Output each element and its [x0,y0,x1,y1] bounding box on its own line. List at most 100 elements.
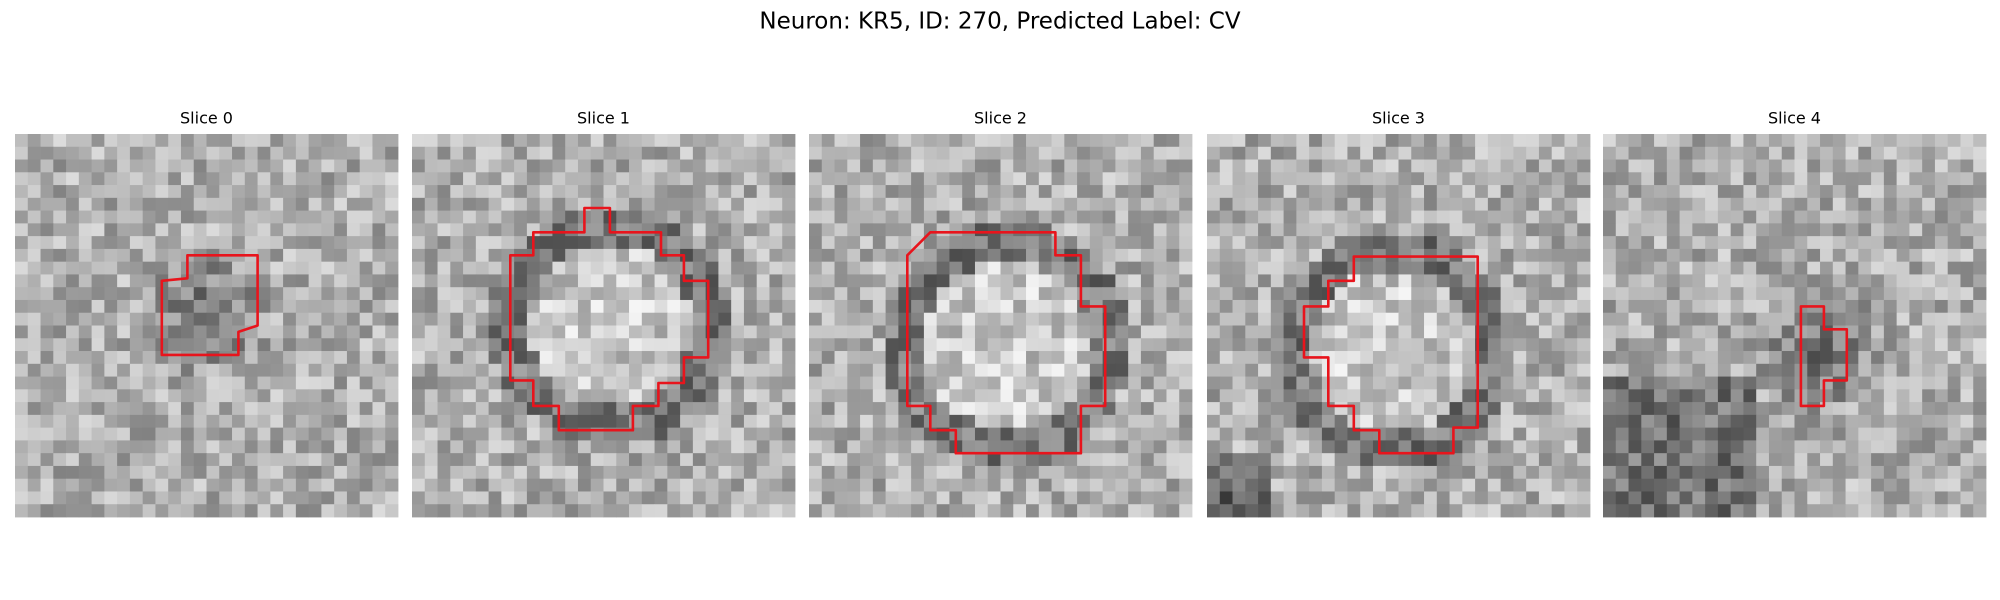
pixel [769,197,783,211]
pixel [1089,274,1104,288]
pixel [66,338,80,352]
pixel [1000,172,1014,186]
pixel [1794,465,1808,480]
pixel [1309,338,1323,352]
pixel [756,261,770,275]
pixel [1077,146,1091,160]
pixel [1756,389,1770,403]
pixel [1372,223,1387,237]
pixel [1603,248,1617,263]
pixel [1270,351,1284,365]
pixel [283,389,297,403]
pixel [1577,376,1591,390]
pixel [412,491,426,505]
pixel [1245,134,1259,148]
pixel [860,504,874,518]
pixel [1845,389,1859,403]
pixel [1973,427,1987,441]
pixel [1219,223,1233,237]
pixel [40,299,54,314]
pixel [654,402,668,416]
pixel [1679,248,1693,263]
pixel [1756,210,1770,224]
pixel [27,427,41,441]
pixel [1628,427,1642,441]
pixel [872,159,886,173]
pixel [1077,363,1091,377]
pixel [91,299,105,314]
pixel [1781,159,1795,173]
pixel [782,223,796,237]
pixel [1283,491,1297,505]
pixel [1051,376,1065,390]
pixel [1385,478,1399,492]
pixel [219,325,233,339]
pixel [1743,312,1757,326]
pixel [1692,478,1706,492]
pixel [412,414,426,429]
pixel [78,325,92,339]
pixel [1922,172,1936,186]
pixel [1232,236,1246,250]
pixel [1807,287,1821,301]
pixel [1679,210,1693,224]
pixel [1960,236,1974,250]
pixel [1296,402,1310,416]
pixel [552,197,566,211]
pixel [359,402,373,416]
pixel [1064,427,1078,441]
pixel [1730,299,1744,314]
pixel [1717,210,1732,224]
pixel [180,491,195,505]
pixel [847,197,861,211]
pixel [1245,363,1259,377]
pixel [1513,261,1527,275]
pixel [782,376,796,390]
pixel [1487,363,1502,377]
pixel [219,504,233,518]
pixel [270,172,284,186]
pixel [641,351,655,365]
pixel [168,287,182,301]
pixel [603,363,617,377]
pixel [129,248,144,263]
pixel [1360,453,1374,467]
pixel [1077,325,1091,339]
pixel [1756,172,1770,186]
pixel [1064,312,1078,326]
pixel [834,363,848,377]
pixel [1411,402,1425,416]
pixel [590,465,604,480]
pixel [1140,274,1155,288]
pixel [1179,491,1193,505]
pixel [91,440,105,454]
pixel [437,338,451,352]
pixel [667,414,681,429]
pixel [860,146,874,160]
pixel [219,261,233,275]
pixel [1475,210,1489,224]
pixel [1871,376,1885,390]
pixel [809,134,823,148]
pixel [1321,338,1336,352]
pixel [219,363,233,377]
pixel [412,312,426,326]
pixel [91,146,105,160]
pixel [1207,338,1221,352]
pixel [1717,274,1732,288]
pixel [756,236,770,250]
pixel [385,248,399,263]
pixel [1179,197,1193,211]
pixel [667,402,681,416]
pixel [1232,325,1246,339]
pixel [1207,465,1221,480]
pixel [129,376,144,390]
pixel [1321,134,1336,148]
pixel [680,389,694,403]
pixel [872,427,886,441]
pixel [450,287,464,301]
pixel [321,376,335,390]
pixel [488,261,502,275]
pixel [1807,248,1821,263]
pixel [334,248,348,263]
